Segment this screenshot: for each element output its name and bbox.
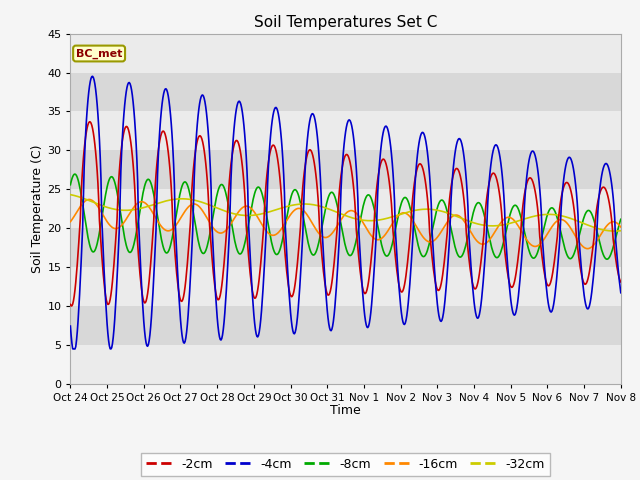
Bar: [70, 72, 621, 111]
Legend: -2cm, -4cm, -8cm, -16cm, -32cm: -2cm, -4cm, -8cm, -16cm, -32cm: [141, 453, 550, 476]
Bar: [70, 34, 621, 72]
Text: BC_met: BC_met: [76, 48, 122, 59]
Bar: [70, 150, 621, 189]
Bar: [70, 345, 621, 384]
Title: Soil Temperatures Set C: Soil Temperatures Set C: [254, 15, 437, 30]
Bar: [70, 111, 621, 150]
Y-axis label: Soil Temperature (C): Soil Temperature (C): [31, 144, 44, 273]
Bar: [70, 228, 621, 267]
X-axis label: Time: Time: [330, 405, 361, 418]
Bar: [70, 189, 621, 228]
Bar: [70, 306, 621, 345]
Bar: [70, 267, 621, 306]
